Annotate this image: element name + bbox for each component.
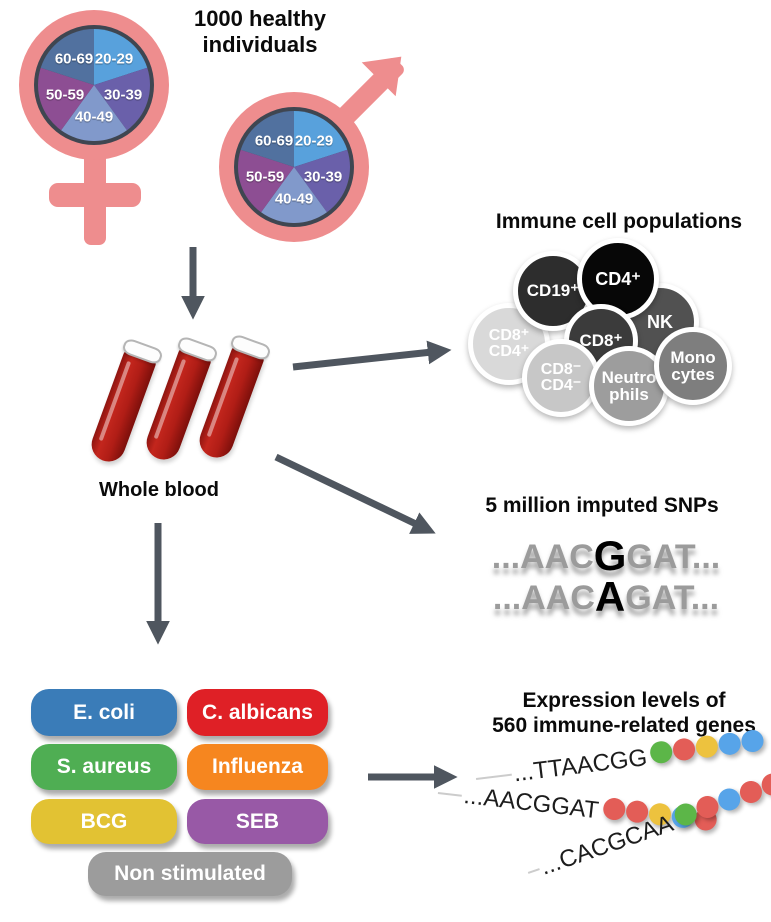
cell-label-line: CD4⁺ (488, 343, 530, 360)
expression-bead-blue (740, 728, 765, 754)
title-line-1: 1000 healthy individuals (193, 6, 327, 57)
stimulus-pill-seb: SEB (187, 799, 328, 844)
snp-sequence-1: ...AACGGAT... (446, 532, 766, 580)
stimulus-pill-calbicans: C. albicans (187, 689, 328, 736)
female-pie-label-30-39: 30-39 (103, 86, 143, 104)
cell-label-line: cytes (671, 365, 715, 384)
expression-bead-green (649, 739, 674, 765)
female-age-pie: 20-29 30-39 40-49 50-59 60-69 (38, 29, 150, 141)
expression-heading-line-2: 560 immune-related genes (492, 713, 756, 737)
cell-label-line: CD19⁺ (526, 281, 580, 301)
cell-label-line: Mono (670, 347, 716, 367)
stimulus-pill-ecoli: E. coli (31, 689, 177, 736)
snp-sequence-2: ...AACAGAT... (446, 573, 766, 621)
bead-string-dots (668, 770, 771, 837)
expression-bead-red (601, 796, 627, 822)
cell-label-line: CD4⁺ (595, 268, 641, 289)
snp-seq-suffix: GAT... (625, 579, 720, 617)
snp-variant-allele: A (594, 573, 626, 620)
cell-neutrophils: Neutro phils (589, 346, 669, 426)
snps-heading: 5 million imputed SNPs (485, 494, 719, 517)
snp-seq-prefix: ...AAC (491, 538, 594, 576)
page-title: 1000 healthy individuals (150, 6, 370, 58)
gene-sequence-text: ...TTAACGG (512, 743, 649, 787)
female-pie-label-20-29: 20-29 (94, 50, 134, 68)
male-age-pie: 20-29 30-39 40-49 50-59 60-69 (238, 111, 350, 223)
whole-blood-label: Whole blood (99, 479, 219, 501)
female-pie-chart (38, 29, 150, 141)
stimulus-pill-saureus: S. aureus (31, 744, 177, 790)
string-line (437, 791, 462, 797)
stimulus-pill-bcg: BCG (31, 799, 177, 844)
cell-label-line: CD4⁻ (540, 377, 582, 394)
snp-seq-prefix: ...AAC (492, 579, 595, 617)
gene-string-3: ...CACGCAA (523, 770, 771, 887)
string-line (475, 773, 512, 780)
immune-cells-heading: Immune cell populations (495, 210, 743, 233)
cell-monocytes: Mono cytes (654, 327, 732, 405)
expression-bead-red (671, 737, 697, 762)
cell-label-line: CD8⁻ (540, 360, 582, 378)
arrow-blood-to-snps (274, 453, 436, 534)
male-pie-label-30-39: 30-39 (303, 168, 343, 186)
arrow-blood-to-cells (292, 340, 452, 371)
female-pie-label-50-59: 50-59 (45, 86, 85, 104)
expression-bead-blue (714, 785, 743, 814)
stimulus-pill-non-stimulated: Non stimulated (88, 852, 292, 896)
male-pie-chart (238, 111, 350, 223)
female-symbol-crossbar (49, 183, 141, 207)
male-pie-label-40-49: 40-49 (274, 190, 314, 208)
female-pie-label-40-49: 40-49 (74, 108, 114, 126)
cell-label-line: CD8⁺ (488, 326, 530, 344)
expression-heading-line-1: Expression levels of (522, 689, 726, 712)
female-pie-label-60-69: 60-69 (54, 50, 94, 68)
cell-label-line: Neutro (601, 367, 657, 387)
snp-seq-suffix: GAT... (626, 538, 721, 576)
stimulus-pill-influenza: Influenza (187, 744, 328, 790)
gene-sequence-text: ...AACGGAT (462, 781, 601, 824)
expression-heading: Expression levels of 560 immune-related … (464, 689, 771, 739)
cell-label-line: CD8⁺ (579, 331, 623, 351)
snp-variant-allele: G (593, 532, 627, 579)
cell-cd8neg-cd4neg: CD8⁻ CD4⁻ (522, 339, 600, 417)
expression-bead-red (736, 778, 765, 807)
male-pie-label-60-69: 60-69 (254, 132, 294, 150)
male-pie-label-50-59: 50-59 (245, 168, 285, 186)
expression-bead-yellow (694, 734, 720, 759)
cell-label-line: phils (609, 385, 649, 404)
expression-bead-red (693, 793, 722, 822)
string-line (527, 867, 540, 874)
cell-label-line: NK (647, 311, 673, 332)
expression-bead-blue (717, 731, 743, 757)
male-pie-label-20-29: 20-29 (294, 132, 334, 150)
